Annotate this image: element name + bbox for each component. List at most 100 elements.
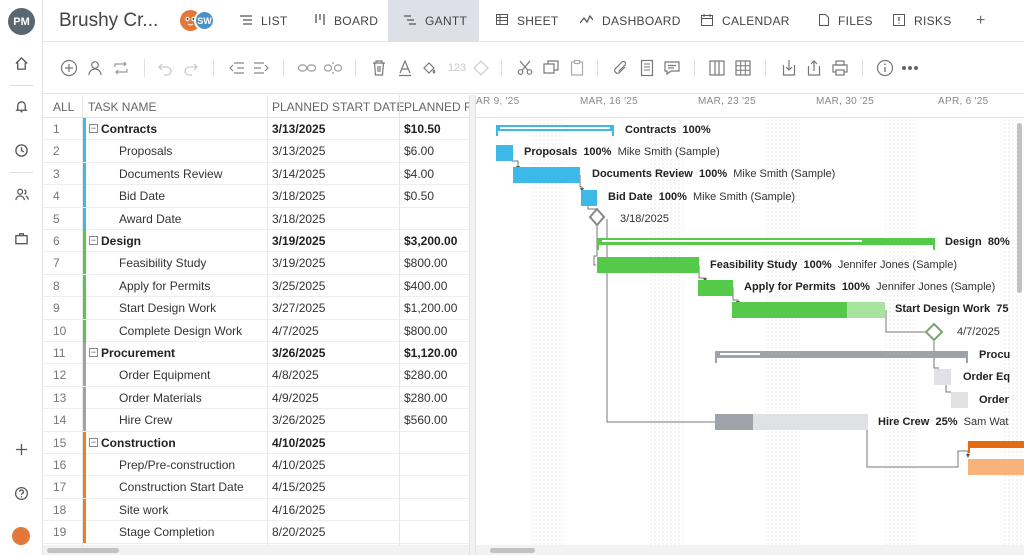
project-title[interactable]: Brushy Cr...: [59, 10, 159, 31]
collapse-toggle-icon[interactable]: −: [89, 235, 98, 245]
gantt-horizontal-scrollbar[interactable]: [476, 545, 1024, 555]
vertical-scrollbar[interactable]: [1015, 118, 1024, 545]
bid-date-bar[interactable]: [581, 190, 597, 206]
planned-cost[interactable]: $4.00: [404, 166, 435, 181]
import-icon[interactable]: [779, 58, 799, 78]
planned-cost[interactable]: $800.00: [404, 256, 448, 271]
info-icon[interactable]: [875, 58, 895, 78]
collapse-toggle-icon[interactable]: −: [89, 123, 98, 133]
planned-start-date[interactable]: 3/14/2025: [272, 166, 326, 181]
header-planned-cost[interactable]: PLANNED R: [404, 100, 469, 114]
task-name[interactable]: Stage Completion: [119, 525, 215, 540]
task-row[interactable]: 16 Prep/Pre-construction 4/10/2025: [43, 454, 469, 477]
task-row[interactable]: 14 Hire Crew 3/26/2025 $560.00: [43, 409, 469, 432]
scroll-thumb[interactable]: [1017, 123, 1022, 293]
task-name[interactable]: Award Date: [119, 211, 182, 226]
redo-icon[interactable]: [181, 58, 201, 78]
task-row[interactable]: 10 Complete Design Work 4/7/2025 $800.00: [43, 319, 469, 342]
header-all[interactable]: ALL: [53, 100, 75, 114]
assign-user-icon[interactable]: [85, 58, 105, 78]
recurring-icon[interactable]: [111, 58, 131, 78]
planned-cost[interactable]: $6.00: [404, 144, 435, 159]
group-row[interactable]: 11 − Procurement 3/26/2025 $1,120.00: [43, 342, 469, 365]
task-name[interactable]: Proposals: [119, 144, 173, 159]
tab-list[interactable]: LIST: [226, 0, 299, 42]
copy-icon[interactable]: [541, 58, 561, 78]
attachment-icon[interactable]: [611, 58, 631, 78]
fill-color-icon[interactable]: [420, 58, 440, 78]
paste-icon[interactable]: [567, 58, 587, 78]
planned-start-date[interactable]: 4/10/2025: [272, 435, 326, 450]
order-equipment-bar[interactable]: [934, 369, 951, 385]
tab-risks[interactable]: RISKS: [879, 0, 959, 42]
scroll-thumb[interactable]: [490, 548, 535, 553]
feasibility-study-bar[interactable]: [597, 257, 699, 273]
link-icon[interactable]: [297, 58, 317, 78]
planned-cost[interactable]: $280.00: [404, 368, 448, 383]
proposals-bar[interactable]: [496, 145, 513, 161]
award-date-milestone[interactable]: [588, 207, 606, 227]
procurement-summary-bar[interactable]: [715, 351, 968, 363]
task-name[interactable]: Apply for Permits: [119, 278, 211, 293]
group-row[interactable]: 15 − Construction 4/10/2025: [43, 431, 469, 454]
tab-sheet[interactable]: SHEET: [479, 0, 566, 42]
task-name[interactable]: Feasibility Study: [119, 256, 207, 271]
add-tab-button[interactable]: +: [976, 12, 986, 29]
briefcase-icon[interactable]: [13, 230, 30, 247]
planned-cost[interactable]: $1,200.00: [404, 301, 458, 316]
task-row[interactable]: 12 Order Equipment 4/8/2025 $280.00: [43, 364, 469, 387]
user-avatar[interactable]: [12, 527, 30, 545]
planned-cost[interactable]: $1,120.00: [404, 346, 458, 360]
task-row[interactable]: 18 Site work 4/16/2025: [43, 498, 469, 522]
task-row[interactable]: 4 Bid Date 3/18/2025 $0.50: [43, 185, 469, 208]
tab-board[interactable]: BOARD: [299, 0, 387, 42]
task-name[interactable]: Documents Review: [119, 166, 223, 181]
task-name[interactable]: Start Design Work: [119, 301, 217, 316]
task-row[interactable]: 19 Stage Completion 8/20/2025: [43, 521, 469, 544]
planned-start-date[interactable]: 3/26/2025: [272, 413, 326, 428]
task-row[interactable]: 3 Documents Review 3/14/2025 $4.00: [43, 162, 469, 186]
planned-start-date[interactable]: 3/27/2025: [272, 301, 326, 316]
planned-start-date[interactable]: 3/26/2025: [272, 346, 326, 360]
task-name[interactable]: Bid Date: [119, 189, 166, 204]
notes-icon[interactable]: [637, 58, 657, 78]
planned-cost[interactable]: $280.00: [404, 390, 448, 405]
pane-splitter[interactable]: [469, 95, 476, 555]
task-name[interactable]: Construction Start Date: [119, 480, 244, 495]
task-row[interactable]: 7 Feasibility Study 3/19/2025 $800.00: [43, 252, 469, 275]
bell-icon[interactable]: [13, 98, 30, 115]
task-row[interactable]: 13 Order Materials 4/9/2025 $280.00: [43, 386, 469, 410]
plus-icon[interactable]: [13, 441, 30, 458]
planned-cost[interactable]: $560.00: [404, 413, 448, 428]
outdent-icon[interactable]: [227, 58, 247, 78]
group-row[interactable]: 1 − Contracts 3/13/2025 $10.50: [43, 118, 469, 141]
planned-cost[interactable]: $0.50: [404, 189, 435, 204]
more-options-icon[interactable]: [900, 58, 920, 78]
planned-start-date[interactable]: 3/19/2025: [272, 234, 326, 248]
planned-cost[interactable]: $800.00: [404, 323, 448, 338]
tab-calendar[interactable]: CALENDAR: [686, 0, 803, 42]
task-name[interactable]: Order Equipment: [119, 368, 211, 383]
construction-summary-bar[interactable]: [968, 441, 1024, 453]
planned-start-date[interactable]: 3/18/2025: [272, 189, 326, 204]
planned-start-date[interactable]: 4/7/2025: [272, 323, 319, 338]
task-name[interactable]: Procurement: [101, 346, 176, 360]
planned-cost[interactable]: $10.50: [404, 122, 441, 136]
grid-horizontal-scrollbar[interactable]: [43, 545, 469, 555]
planned-start-date[interactable]: 4/8/2025: [272, 368, 319, 383]
header-task-name[interactable]: TASK NAME: [88, 100, 157, 114]
table-icon[interactable]: [733, 58, 753, 78]
order-materials-bar[interactable]: [951, 392, 968, 408]
group-row[interactable]: 6 − Design 3/19/2025 $3,200.00: [43, 230, 469, 253]
apply-for-permits-bar[interactable]: [698, 280, 733, 296]
task-row[interactable]: 5 Award Date 3/18/2025: [43, 207, 469, 230]
tab-dashboard[interactable]: DASHBOARD: [566, 0, 686, 42]
task-name[interactable]: Prep/Pre-construction: [119, 458, 236, 472]
number-format-button[interactable]: 123: [447, 62, 467, 74]
undo-icon[interactable]: [155, 58, 175, 78]
task-name[interactable]: Hire Crew: [119, 413, 173, 428]
people-icon[interactable]: [13, 186, 30, 203]
complete-design-work-milestone[interactable]: [924, 322, 944, 342]
planned-cost[interactable]: $400.00: [404, 278, 448, 293]
columns-icon[interactable]: [707, 58, 727, 78]
